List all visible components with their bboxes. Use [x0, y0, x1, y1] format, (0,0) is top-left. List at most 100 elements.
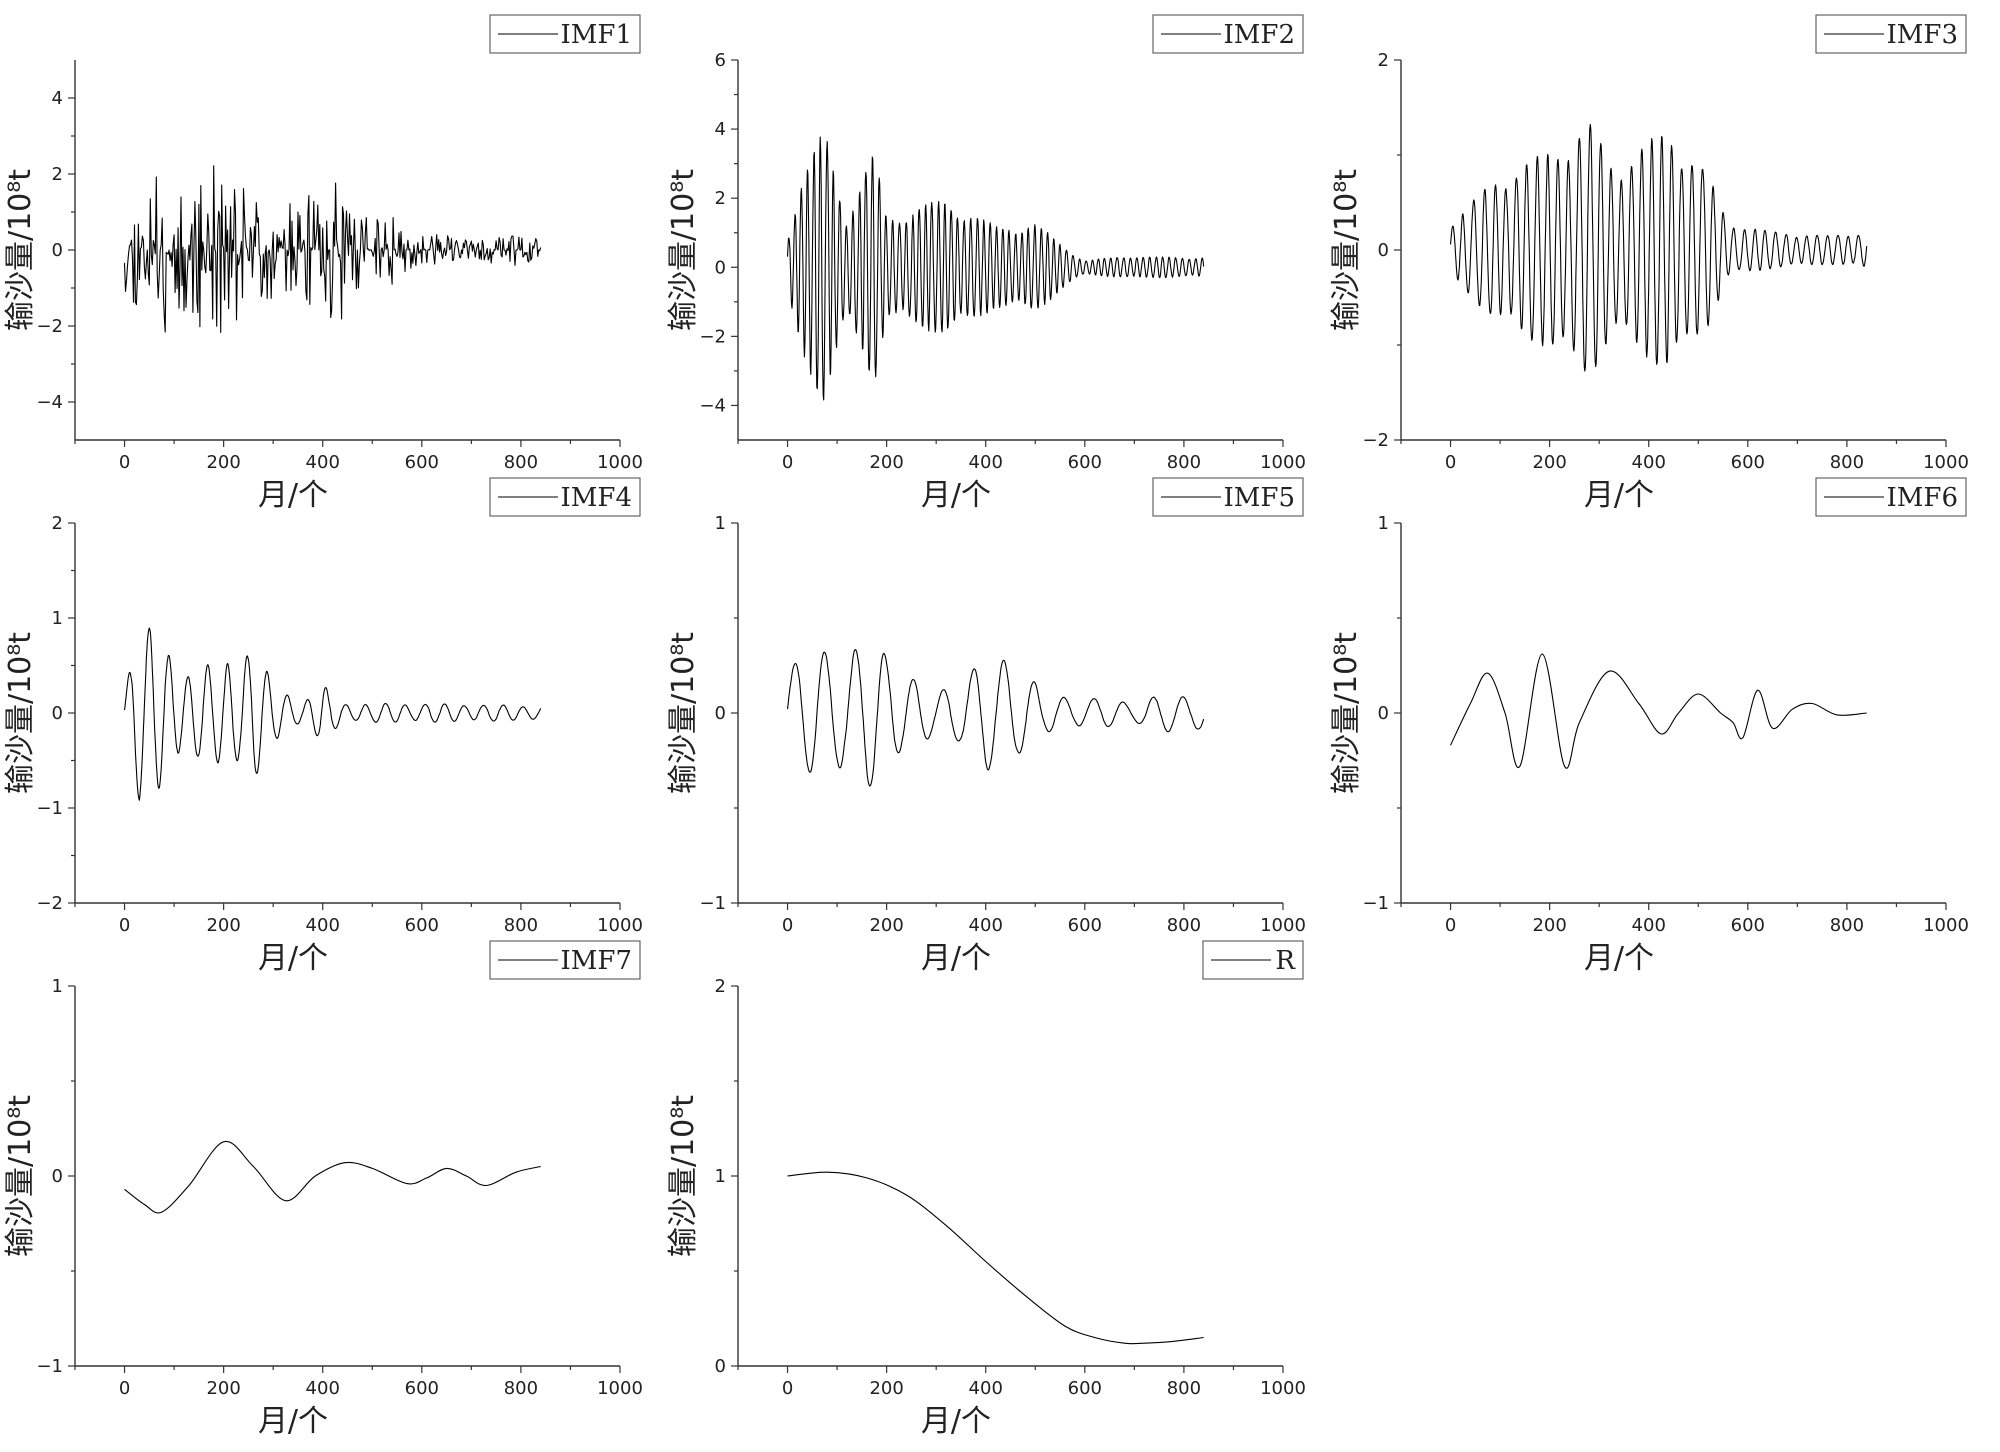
y-tick-label: −1 — [699, 893, 726, 914]
x-axis-title: 月/个 — [921, 1404, 991, 1439]
x-tick-label: 800 — [504, 1378, 538, 1399]
series-line-imf2 — [786, 136, 1205, 401]
x-tick-label: 800 — [504, 915, 538, 936]
x-tick-label: 800 — [1830, 452, 1864, 473]
x-axis-title: 月/个 — [258, 478, 328, 513]
chart-panel-imf1: −4 −2 0 2 4 0 200 400 600 800 1000 月/个 输沙量/10⁸t IMF1 — [3, 14, 643, 513]
x-tick-label: 600 — [1068, 452, 1102, 473]
x-tick-label: 400 — [1632, 452, 1666, 473]
x-tick-label: 600 — [1731, 452, 1765, 473]
x-tick-label: 600 — [405, 452, 439, 473]
x-tick-label: 800 — [504, 452, 538, 473]
x-tick-label: 0 — [119, 915, 130, 936]
y-tick-label: 2 — [1378, 50, 1389, 71]
x-tick-label: 600 — [1731, 915, 1765, 936]
y-tick-label: 1 — [715, 1166, 726, 1187]
x-tick-label: 800 — [1167, 915, 1201, 936]
x-tick-label: 400 — [969, 915, 1003, 936]
y-tick-label: −1 — [36, 1356, 63, 1377]
legend-label: IMF1 — [561, 20, 632, 50]
x-axis-title: 月/个 — [1584, 478, 1654, 513]
x-axis-title: 月/个 — [258, 941, 328, 976]
y-axis-title: 输沙量/10⁸t — [666, 1095, 701, 1257]
y-tick-label: 2 — [715, 188, 726, 209]
x-tick-label: 400 — [969, 1378, 1003, 1399]
y-tick-label: −2 — [1362, 430, 1389, 451]
y-axis-title: 输沙量/10⁸t — [3, 632, 38, 794]
y-axis-title: 输沙量/10⁸t — [1329, 632, 1364, 794]
x-tick-label: 800 — [1167, 452, 1201, 473]
y-axis-title: 输沙量/10⁸t — [3, 1095, 38, 1257]
y-tick-label: 1 — [715, 513, 726, 534]
y-tick-label: 0 — [715, 703, 726, 724]
y-axis-title: 输沙量/10⁸t — [666, 632, 701, 794]
y-tick-label: −4 — [36, 392, 63, 413]
x-tick-label: 400 — [969, 452, 1003, 473]
y-tick-label: −2 — [36, 316, 63, 337]
series-line-imf6 — [1450, 653, 1867, 769]
x-tick-label: 0 — [782, 1378, 793, 1399]
x-tick-label: 0 — [782, 915, 793, 936]
series-line-imf7 — [124, 1140, 541, 1214]
y-tick-label: 1 — [52, 976, 63, 997]
legend-label: IMF2 — [1224, 20, 1295, 50]
chart-panel-imf2: −4 −2 0 2 4 6 0 200 400 600 800 1000 月/个 输沙量/10⁸t IMF2 — [666, 14, 1306, 513]
x-tick-label: 0 — [119, 1378, 130, 1399]
x-tick-label: 0 — [119, 452, 130, 473]
series-line-imf4 — [123, 627, 542, 801]
y-tick-label: −2 — [699, 326, 726, 347]
x-tick-label: 0 — [1445, 915, 1456, 936]
x-tick-label: 200 — [206, 452, 240, 473]
x-tick-label: 1000 — [1260, 1378, 1306, 1399]
x-tick-label: 1000 — [597, 915, 643, 936]
x-tick-label: 800 — [1167, 1378, 1201, 1399]
y-tick-label: 0 — [1378, 703, 1389, 724]
y-tick-label: 6 — [715, 50, 726, 71]
x-tick-label: 200 — [1532, 452, 1566, 473]
legend-label: IMF3 — [1887, 20, 1958, 50]
y-tick-label: −1 — [36, 798, 63, 819]
legend-label: IMF7 — [561, 946, 632, 976]
x-tick-label: 400 — [306, 915, 340, 936]
x-axis-title: 月/个 — [921, 478, 991, 513]
y-tick-label: 0 — [715, 1356, 726, 1377]
x-tick-label: 600 — [1068, 1378, 1102, 1399]
y-tick-label: −4 — [699, 395, 726, 416]
y-axis-title: 输沙量/10⁸t — [1329, 169, 1364, 331]
y-tick-label: 1 — [1378, 513, 1389, 534]
x-tick-label: 1000 — [1923, 452, 1969, 473]
y-tick-label: 0 — [52, 703, 63, 724]
series-line-imf5 — [786, 649, 1205, 787]
x-tick-label: 200 — [206, 915, 240, 936]
x-tick-label: 200 — [869, 1378, 903, 1399]
y-tick-label: −1 — [1362, 893, 1389, 914]
x-tick-label: 600 — [405, 1378, 439, 1399]
x-tick-label: 200 — [869, 452, 903, 473]
y-tick-label: −2 — [36, 893, 63, 914]
chart-panel-imf3: −2 0 2 0 200 400 600 800 1000 月/个 输沙量/10⁸t IMF3 — [1329, 14, 1969, 513]
y-tick-label: 1 — [52, 608, 63, 629]
y-tick-label: 2 — [52, 164, 63, 185]
x-tick-label: 800 — [1830, 915, 1864, 936]
y-tick-label: 0 — [52, 240, 63, 261]
x-tick-label: 600 — [1068, 915, 1102, 936]
y-tick-label: 2 — [52, 513, 63, 534]
x-tick-label: 200 — [1532, 915, 1566, 936]
series-line-imf3 — [1449, 123, 1868, 372]
legend-label: IMF5 — [1224, 483, 1295, 513]
y-axis-title: 输沙量/10⁸t — [3, 169, 38, 331]
x-tick-label: 0 — [1445, 452, 1456, 473]
x-tick-label: 600 — [405, 915, 439, 936]
y-tick-label: 0 — [52, 1166, 63, 1187]
series-line-imf1 — [123, 165, 542, 334]
x-tick-label: 1000 — [597, 1378, 643, 1399]
x-axis-title: 月/个 — [1584, 941, 1654, 976]
x-tick-label: 400 — [1632, 915, 1666, 936]
x-tick-label: 400 — [306, 1378, 340, 1399]
x-axis-title: 月/个 — [258, 1404, 328, 1439]
